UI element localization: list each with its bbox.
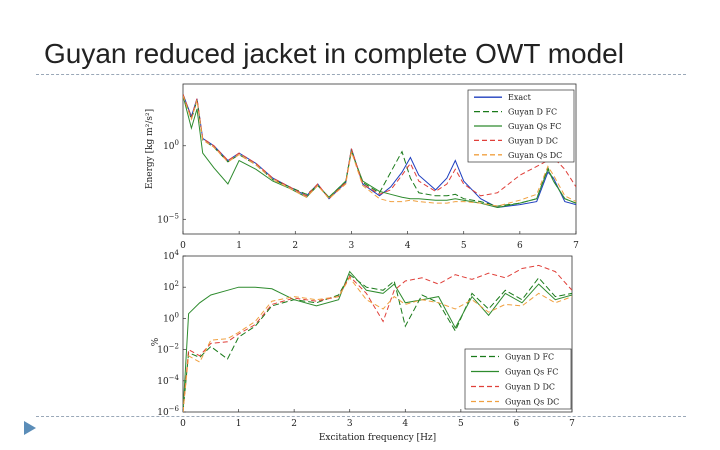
legend: Guyan D FC Guyan Qs FC Guyan D DC Guyan Qs … xyxy=(464,348,572,410)
x-tick-label: 3 xyxy=(349,241,355,251)
legend-label: Exact xyxy=(508,93,532,102)
y-tick-label: 10−2 xyxy=(157,343,179,356)
title-divider xyxy=(36,74,686,75)
plot-area xyxy=(182,255,573,413)
series-line-guyan-d-fc xyxy=(183,273,572,412)
x-tick-label: 6 xyxy=(514,419,520,429)
series-line-guyan-d-dc xyxy=(183,94,576,200)
energy-chart: 0 1 2 3 4 5 6 7 100 10−5 Energy [kg m²/s²] Exact Guy… xyxy=(145,83,579,251)
x-tick-label: 4 xyxy=(405,241,411,251)
x-tick-label: 6 xyxy=(517,241,523,251)
series-line-guyan-qs-dc xyxy=(183,276,572,412)
x-tick-label: 0 xyxy=(180,241,186,251)
series-line-guyan-d-fc xyxy=(183,94,576,207)
slide-title: Guyan reduced jacket in complete OWT mod… xyxy=(44,38,624,69)
legend-label: Guyan Qs FC xyxy=(508,122,561,131)
footer-divider xyxy=(36,416,686,417)
x-axis-label: Excitation frequency [Hz] xyxy=(319,433,436,443)
y-axis-label: % xyxy=(151,337,161,346)
y-tick-label: 100 xyxy=(163,139,179,152)
x-tick-label: 5 xyxy=(461,241,467,251)
x-tick-label: 0 xyxy=(180,419,186,429)
legend-label: Guyan D DC xyxy=(505,383,555,392)
legend-label: Guyan Qs DC xyxy=(505,398,559,407)
legend-label: Guyan D FC xyxy=(505,353,554,362)
x-tick-label: 7 xyxy=(569,419,575,429)
x-tick-label: 1 xyxy=(236,419,242,429)
x-tick-label: 7 xyxy=(573,241,579,251)
legend: Exact Guyan D FC Guyan Qs FC Guyan D DC Guya… xyxy=(467,89,575,163)
legend-box xyxy=(464,348,572,410)
y-tick-label: 10−6 xyxy=(157,405,179,418)
y-tick-label: 100 xyxy=(163,311,179,324)
legend-label: Guyan D FC xyxy=(508,108,557,117)
series-line-guyan-qs-fc xyxy=(183,95,576,209)
legend-label: Guyan Qs FC xyxy=(505,368,558,377)
series-line-guyan-qs-fc xyxy=(183,270,572,412)
series-line-guyan-qs-dc xyxy=(183,95,576,207)
legend-label: Guyan D DC xyxy=(508,136,558,145)
x-tick-label: 4 xyxy=(402,419,408,429)
y-axis-label: Energy [kg m²/s²] xyxy=(145,109,155,189)
plot-area xyxy=(182,83,577,235)
percentage-chart: 0 1 2 3 4 5 6 7 104 102 100 10−2 10−4 10−6% Excitation… xyxy=(151,249,575,443)
x-tick-label: 2 xyxy=(291,419,297,429)
y-tick-label: 104 xyxy=(163,249,179,262)
x-tick-label: 2 xyxy=(292,241,298,251)
y-tick-label: 10−4 xyxy=(157,374,179,387)
series-line-guyan-d-dc xyxy=(183,264,572,412)
x-tick-label: 5 xyxy=(458,419,464,429)
x-tick-label: 1 xyxy=(236,241,242,251)
legend-label: Guyan Qs DC xyxy=(508,151,562,160)
x-tick-label: 3 xyxy=(347,419,353,429)
y-tick-label: 10−5 xyxy=(157,212,179,225)
y-tick-label: 102 xyxy=(163,280,179,293)
slide-bullet-icon xyxy=(24,421,36,435)
